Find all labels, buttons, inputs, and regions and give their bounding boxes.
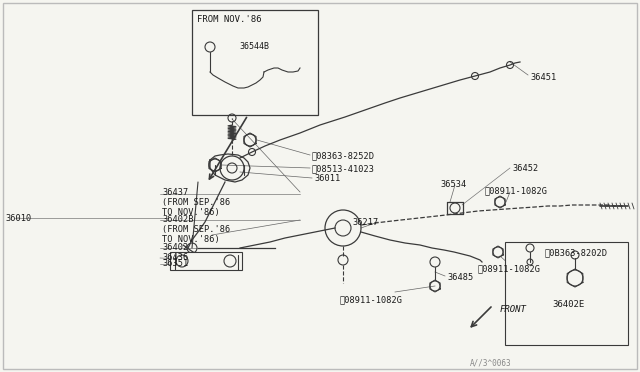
- Text: (FROM SEP.'86: (FROM SEP.'86: [162, 198, 230, 207]
- Text: A//3^0063: A//3^0063: [470, 358, 511, 367]
- Text: 36011: 36011: [314, 174, 340, 183]
- Text: 36485: 36485: [447, 273, 473, 282]
- Text: TO NOV.'86): TO NOV.'86): [162, 235, 220, 244]
- Text: Ⓝ08363-8252D: Ⓝ08363-8252D: [312, 151, 375, 160]
- Text: 36534: 36534: [440, 180, 467, 189]
- Text: 36351: 36351: [162, 259, 188, 268]
- Text: 36010: 36010: [5, 214, 31, 223]
- Text: 36437: 36437: [162, 188, 188, 197]
- Text: TO NOV.'86): TO NOV.'86): [162, 208, 220, 217]
- Text: 36402B: 36402B: [162, 215, 193, 224]
- Text: 36452: 36452: [512, 164, 538, 173]
- Text: Ⓝ08513-41023: Ⓝ08513-41023: [312, 164, 375, 173]
- Text: FRONT: FRONT: [500, 305, 527, 314]
- Text: 36402E: 36402E: [552, 300, 584, 309]
- Text: ⓝ08911-1082G: ⓝ08911-1082G: [478, 264, 541, 273]
- Bar: [505, 242, 628, 345]
- Bar: [192, 10, 318, 115]
- Text: 36217: 36217: [352, 218, 378, 227]
- Text: (FROM SEP.'86: (FROM SEP.'86: [162, 225, 230, 234]
- Text: ⓝ08911-1082G: ⓝ08911-1082G: [485, 186, 548, 195]
- Text: 36544B: 36544B: [239, 42, 269, 51]
- Text: 36436: 36436: [162, 253, 188, 262]
- Text: 36451: 36451: [530, 73, 556, 82]
- Text: FROM NOV.'86: FROM NOV.'86: [197, 15, 262, 24]
- Text: 36402: 36402: [162, 243, 188, 252]
- Text: Ⓝ0B363-8202D: Ⓝ0B363-8202D: [545, 248, 608, 257]
- Text: ⓝ08911-1082G: ⓝ08911-1082G: [340, 295, 403, 304]
- Bar: [170, 252, 242, 270]
